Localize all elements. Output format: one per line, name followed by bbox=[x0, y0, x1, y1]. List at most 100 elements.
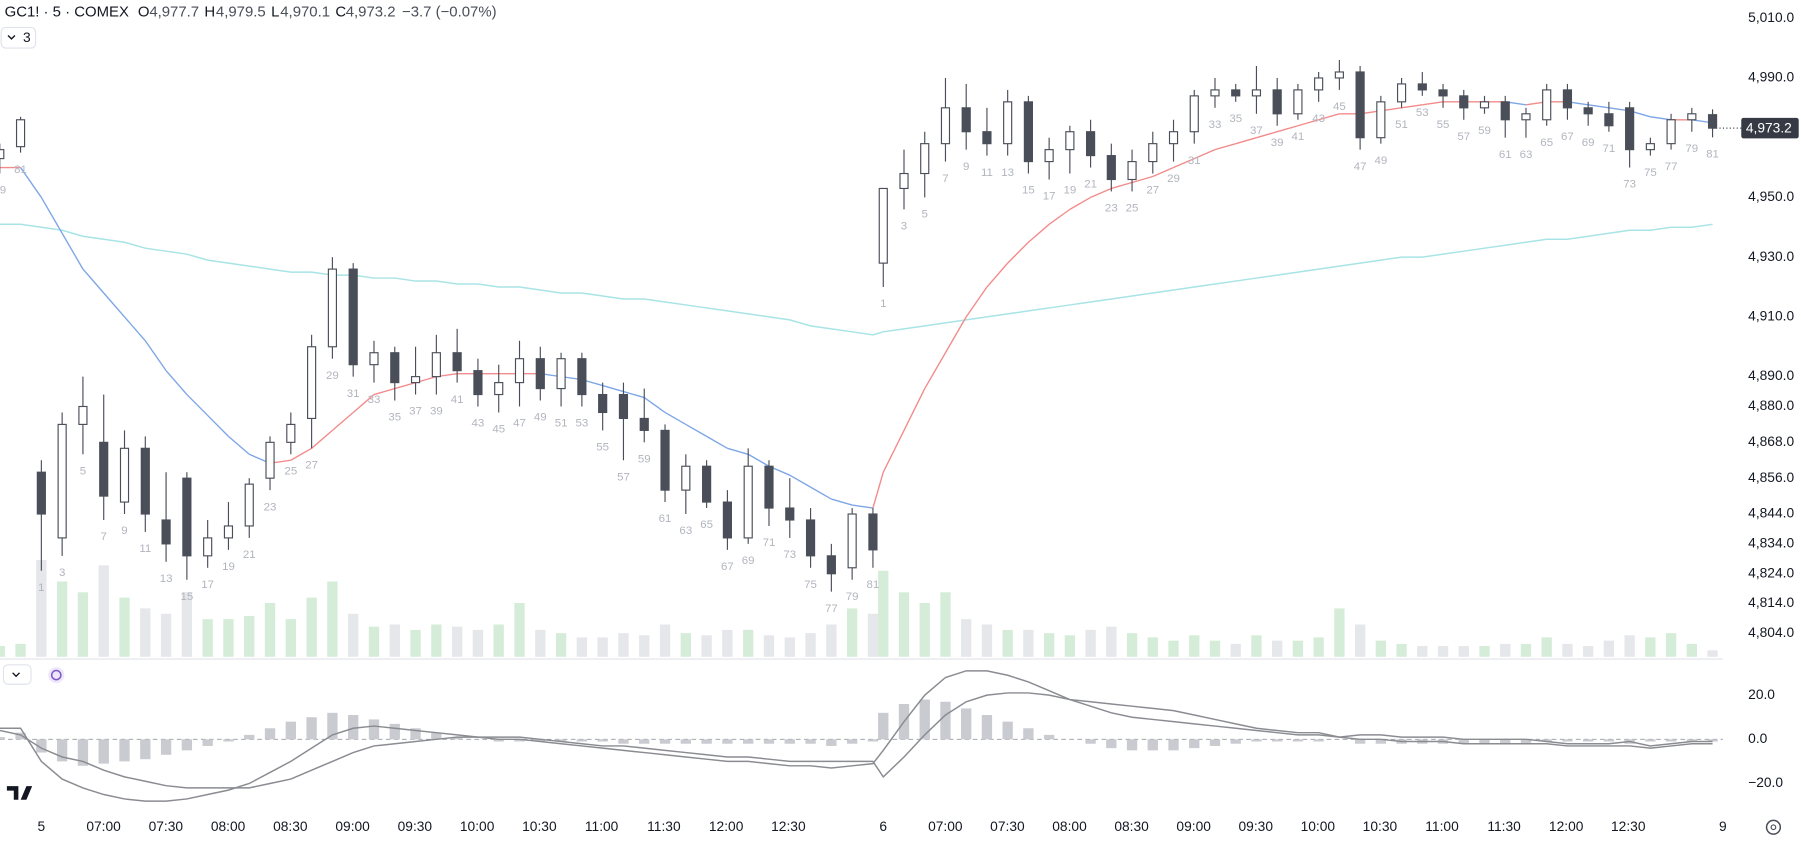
volume-bar bbox=[348, 613, 359, 657]
x-tick-label: 07:30 bbox=[990, 819, 1025, 834]
macd-histogram-bar bbox=[1209, 739, 1221, 746]
macd-histogram-bar bbox=[1665, 739, 1677, 742]
candle-body bbox=[1231, 89, 1241, 97]
candle-body bbox=[1687, 113, 1697, 121]
fast-ma-line bbox=[602, 384, 624, 393]
fast-ma-line bbox=[207, 414, 229, 437]
macd-histogram-bar bbox=[98, 739, 109, 764]
y-tick-label: 4,990.0 bbox=[1748, 70, 1794, 85]
candle-body bbox=[203, 537, 213, 557]
volume-bar bbox=[1272, 640, 1283, 657]
bar-number: 81 bbox=[14, 164, 27, 176]
bar-number: 43 bbox=[472, 418, 485, 430]
macd-histogram-bar bbox=[1354, 739, 1366, 744]
macd-histogram-bar bbox=[981, 715, 993, 740]
fast-ma-line bbox=[1090, 187, 1112, 199]
candle-body bbox=[660, 429, 670, 491]
candle-body bbox=[1459, 95, 1469, 109]
candle-body bbox=[0, 149, 5, 160]
bar-number: 13 bbox=[160, 573, 173, 585]
volume-bar bbox=[514, 603, 525, 657]
fast-ma-line bbox=[373, 387, 395, 396]
macd-histogram-bar bbox=[597, 739, 608, 742]
volume-bar bbox=[493, 624, 504, 657]
macd-histogram-bar bbox=[763, 739, 775, 744]
volume-bar bbox=[878, 570, 889, 657]
fast-ma-line bbox=[1193, 149, 1216, 160]
bar-number: 59 bbox=[638, 454, 651, 466]
volume-bar bbox=[327, 581, 338, 657]
volume-bar bbox=[555, 633, 567, 657]
volume-bar bbox=[119, 597, 130, 657]
volume-bar bbox=[846, 608, 858, 657]
volume-bar bbox=[867, 613, 879, 657]
macd-histogram-bar bbox=[618, 739, 629, 744]
bar-number: 55 bbox=[1437, 119, 1450, 131]
change: −3.7 (−0.07%) bbox=[402, 5, 497, 21]
bar-number: 21 bbox=[243, 549, 256, 561]
candle-body bbox=[1065, 131, 1075, 151]
bar-number: 65 bbox=[1540, 137, 1553, 149]
logo bbox=[6, 786, 33, 800]
fast-ma-line bbox=[789, 474, 811, 488]
refresh-button[interactable] bbox=[48, 667, 65, 684]
macd-histogram-bar bbox=[846, 739, 858, 744]
x-tick-label: 09:00 bbox=[1176, 819, 1211, 834]
fast-ma-line bbox=[40, 197, 63, 234]
y-tick-label: 4,880.0 bbox=[1748, 398, 1794, 413]
fast-ma-line bbox=[394, 381, 416, 390]
fast-ma-line bbox=[924, 352, 947, 389]
fast-ma-line bbox=[747, 453, 770, 467]
volume-bar bbox=[431, 624, 442, 657]
volume-bar bbox=[763, 635, 775, 657]
bar-number: 71 bbox=[1603, 143, 1616, 155]
volume-bar bbox=[181, 592, 193, 657]
candle-body bbox=[78, 405, 88, 425]
fast-ma-line bbox=[1111, 181, 1133, 190]
bar-number: 27 bbox=[1146, 185, 1159, 197]
fast-ma-line bbox=[1401, 104, 1423, 109]
macd-histogram-bar bbox=[1147, 739, 1158, 751]
candle-body bbox=[1251, 89, 1262, 97]
fast-ma-line bbox=[810, 486, 832, 500]
bar-number: 61 bbox=[1499, 149, 1512, 161]
x-tick-label: 08:00 bbox=[1052, 819, 1087, 834]
bar-number: 79 bbox=[0, 185, 6, 197]
volume-bar bbox=[535, 629, 546, 657]
fast-ma-line bbox=[664, 411, 687, 426]
volume-bar bbox=[919, 603, 930, 657]
volume-bar bbox=[1520, 643, 1532, 657]
indicator-toggle[interactable]: 3 bbox=[0, 26, 37, 49]
macd-histogram-bar bbox=[826, 739, 837, 746]
fast-ma-line bbox=[831, 498, 853, 506]
macd-histogram-bar bbox=[1541, 739, 1552, 742]
y-tick-label: 5,010.0 bbox=[1748, 10, 1794, 25]
volume-bar bbox=[618, 633, 629, 657]
candle-body bbox=[119, 447, 130, 503]
bar-number: 29 bbox=[326, 370, 339, 382]
macd-histogram-bar bbox=[1686, 739, 1697, 742]
candle-body bbox=[36, 471, 46, 515]
fast-ma-line bbox=[872, 472, 884, 509]
bar-number: 31 bbox=[1188, 155, 1201, 167]
volume-bar bbox=[1126, 633, 1138, 657]
x-tick-label: 07:00 bbox=[86, 819, 121, 834]
x-tick-label: 6 bbox=[879, 819, 887, 834]
settings-button[interactable] bbox=[1765, 819, 1782, 835]
x-tick-label: 10:30 bbox=[1363, 819, 1398, 834]
volume-bar bbox=[1292, 640, 1304, 657]
volume-bar bbox=[898, 592, 910, 657]
volume-bar bbox=[264, 603, 276, 657]
volume-bar bbox=[1541, 637, 1552, 657]
bar-number: 55 bbox=[596, 442, 609, 454]
macd-histogram-bar bbox=[493, 739, 504, 742]
volume-bar bbox=[410, 629, 421, 657]
pane-collapse[interactable] bbox=[2, 664, 32, 685]
bar-number: 49 bbox=[534, 412, 547, 424]
candle-body bbox=[1666, 119, 1676, 145]
y-tick-label: 4,950.0 bbox=[1748, 189, 1794, 204]
fast-ma-line bbox=[1588, 104, 1609, 109]
macd-histogram-bar bbox=[1023, 728, 1034, 740]
macd-histogram-bar bbox=[119, 739, 130, 762]
macd-histogram-bar bbox=[514, 739, 525, 742]
